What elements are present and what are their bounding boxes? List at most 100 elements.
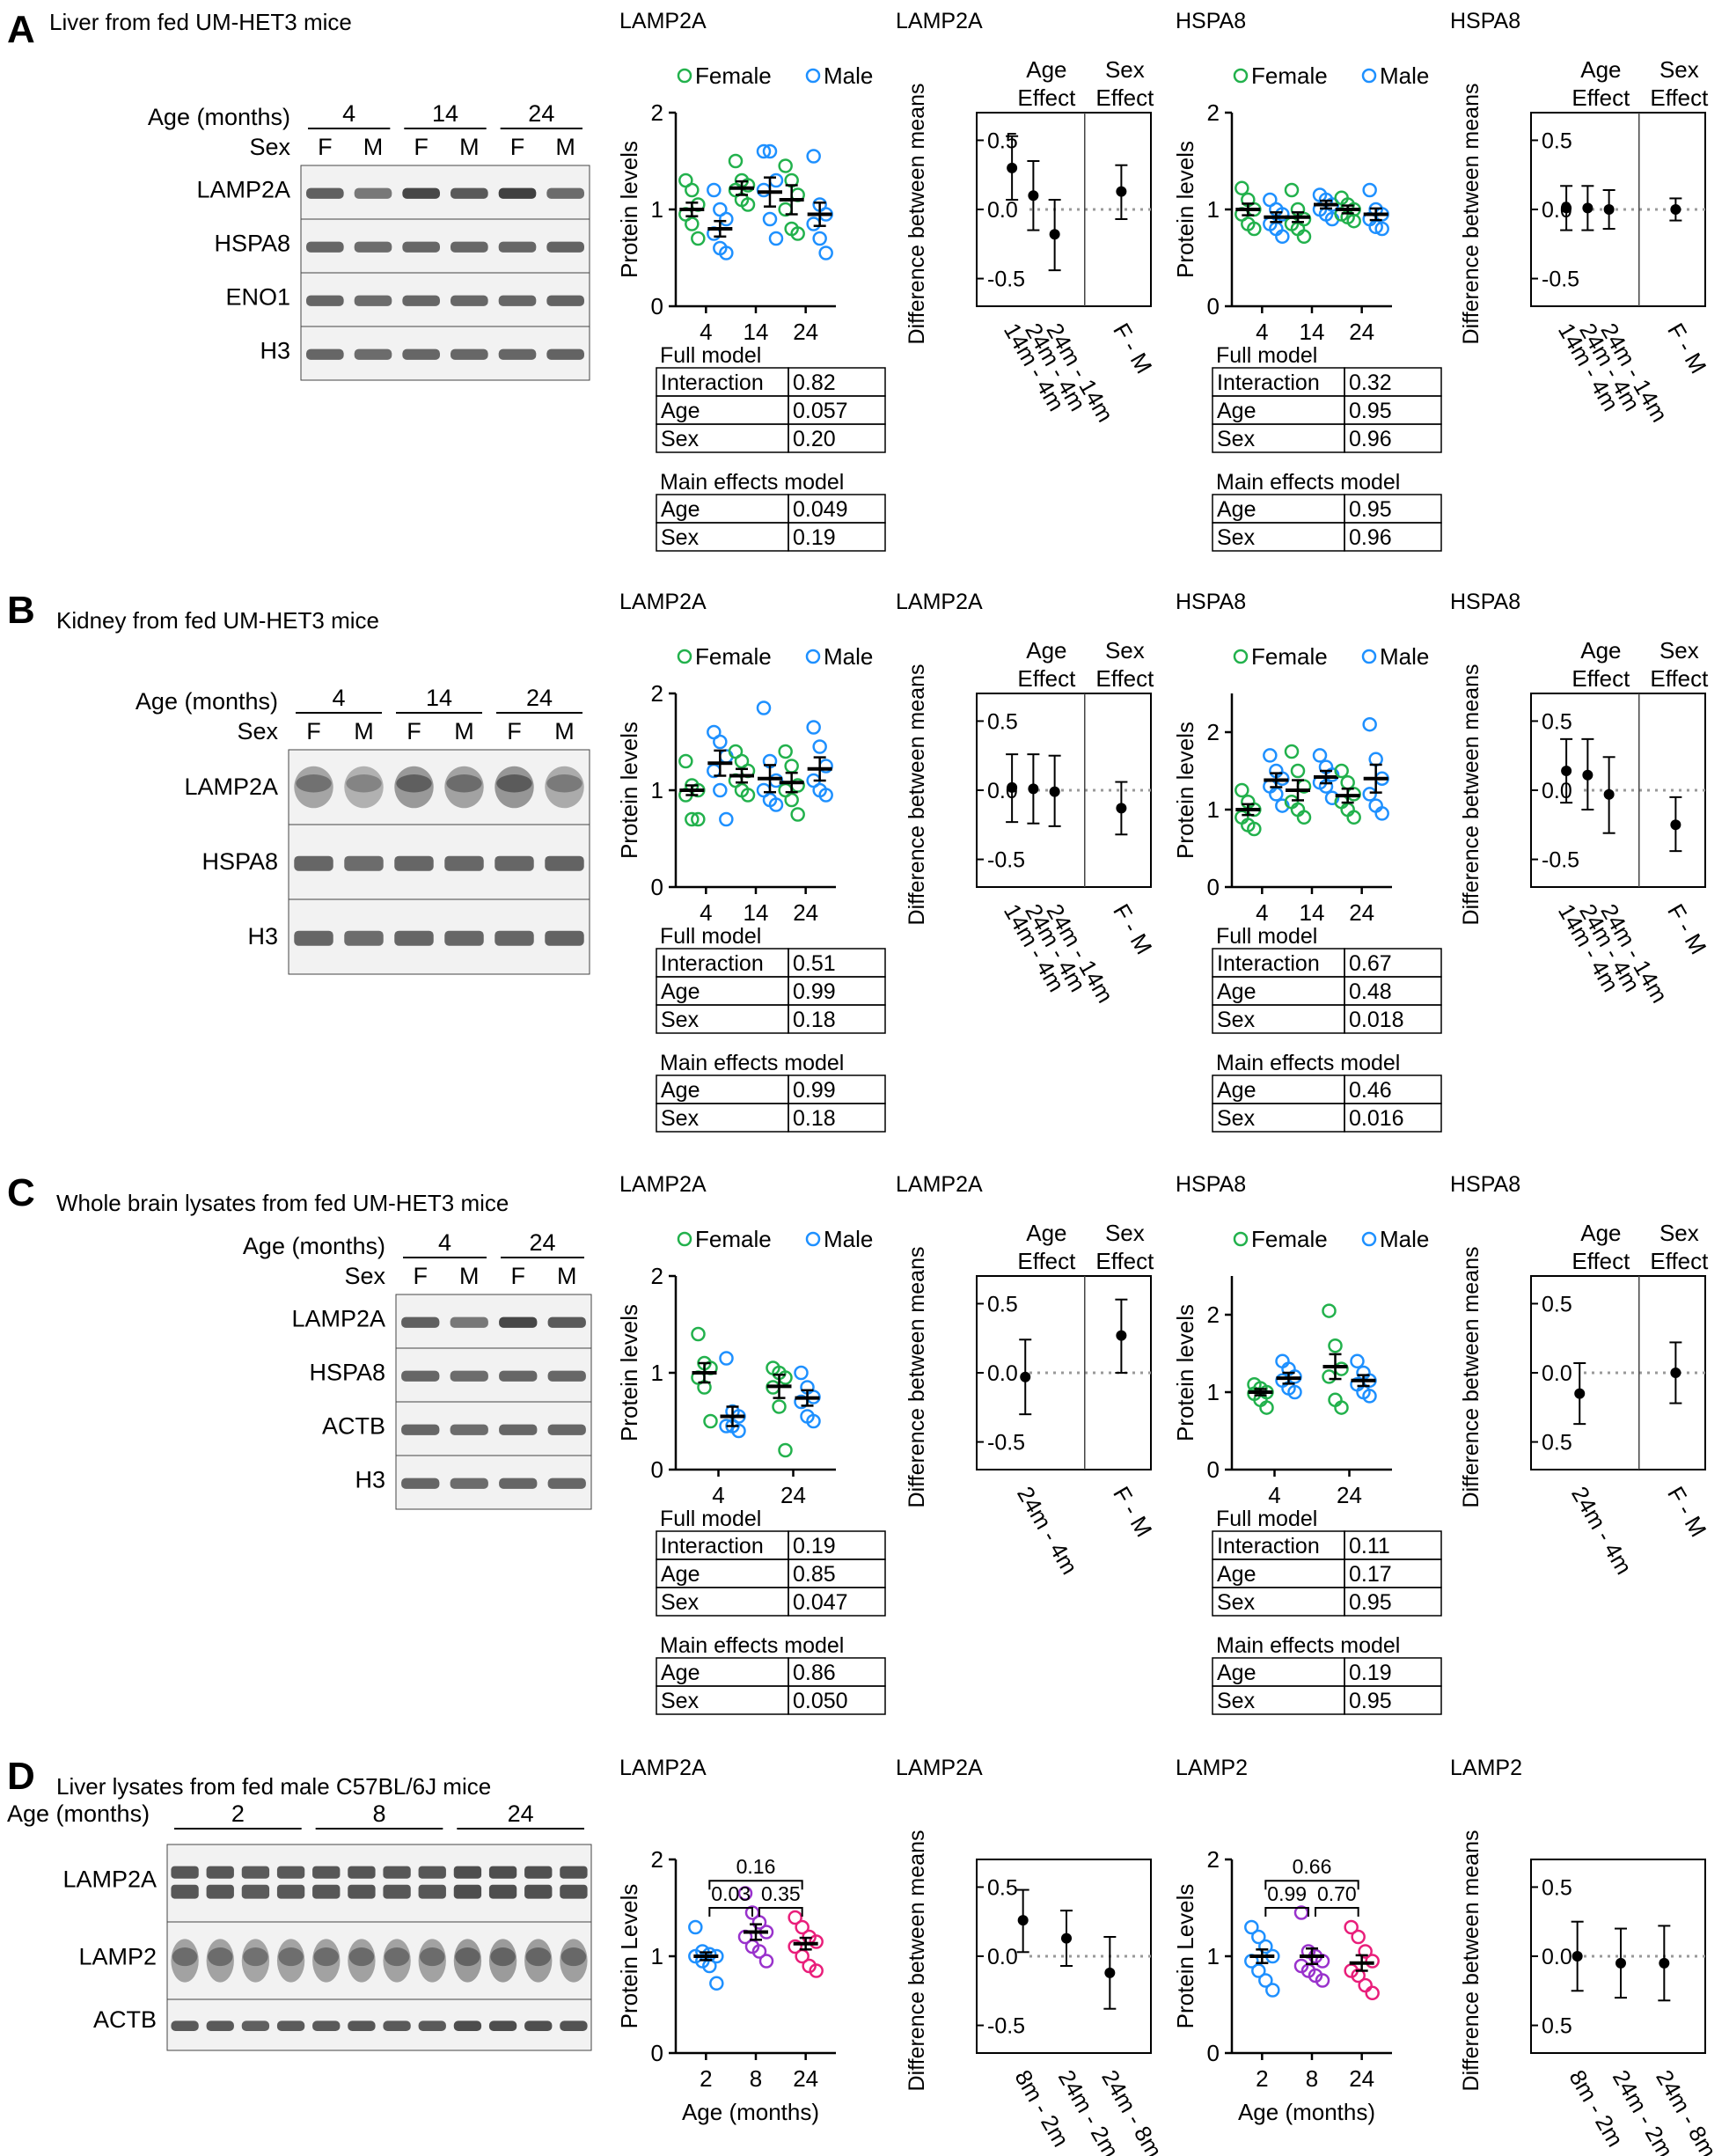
age-effect-header: Effect (1017, 1248, 1076, 1274)
full-model-label: Full model (660, 1507, 761, 1531)
data-point (1328, 1338, 1343, 1353)
stat-term: Interaction (661, 370, 764, 395)
sex-label: Sex (249, 134, 290, 160)
p-value-label: 0.99 (1267, 1882, 1307, 1905)
y-tick-label: 0.0 (1542, 779, 1572, 803)
band-lamp2-band (524, 1939, 553, 1983)
significance-bracket (1264, 1880, 1359, 1890)
y-tick-label: 0 (651, 2040, 663, 2066)
data-point (1374, 221, 1389, 237)
data-point (768, 797, 784, 812)
panel-title: Liver lysates from fed male C57BL/6J mic… (56, 1773, 491, 1800)
full-model-label: Full model (1216, 924, 1317, 949)
y-tick-label: 2 (1207, 99, 1220, 126)
band-hspa8-band (450, 1370, 488, 1382)
band-lamp2-band (348, 1947, 375, 1967)
band-hspa8-band (344, 855, 384, 871)
chart-1: LAMP2A Female Male 0 1 2 Protein levels 4 14 24 Fu… (616, 590, 886, 1133)
panel-c: C Whole brain lysates from fed UM-HET3 mi… (7, 1171, 1711, 1715)
y-tick-label: 0.5 (1542, 128, 1572, 153)
band-lamp2a-band (401, 1316, 440, 1328)
table-cell (788, 522, 886, 552)
band-lamp2a-band (306, 187, 344, 199)
panel-title: Whole brain lysates from fed UM-HET3 mic… (56, 1190, 509, 1216)
band-label: HSPA8 (214, 231, 290, 257)
stat-pvalue: 0.51 (793, 951, 836, 976)
stat-term: Sex (661, 1689, 700, 1713)
stat-pvalue: 0.11 (1349, 1534, 1390, 1558)
data-point (691, 231, 706, 246)
stat-term: Interaction (661, 1534, 764, 1558)
band-lamp2-frame (166, 1921, 592, 2000)
band-lamp2a-band (241, 1884, 270, 1899)
y-axis-label: Protein Levels (1172, 1884, 1198, 2029)
data-point (818, 246, 833, 260)
band-lamp2-band (420, 1947, 445, 1967)
band-lamp2a-band (171, 1884, 199, 1899)
y-tick-label: 0.0 (987, 1945, 1018, 1969)
band-lamp2a-band (495, 766, 534, 809)
legend-female: Female (695, 62, 772, 89)
data-point (790, 226, 805, 241)
y-tick-label: 1 (651, 196, 663, 223)
sex-effect-header: Sex (1659, 1220, 1699, 1246)
band-lamp2a-band (496, 774, 532, 793)
mean-difference-point (1603, 204, 1615, 215)
stat-pvalue: 0.19 (793, 1534, 836, 1558)
y-tick-label: 1 (651, 777, 663, 803)
data-point (1287, 1384, 1302, 1400)
y-axis-label: Difference between means (905, 1830, 929, 2092)
data-point (1344, 1919, 1359, 1935)
band-h3-band (450, 1478, 488, 1489)
table-cell (788, 1685, 886, 1715)
sex-lane-label: M (555, 134, 575, 160)
data-point (768, 172, 784, 188)
table-cell (1344, 1685, 1442, 1715)
y-axis-label: Difference between means (1459, 1247, 1484, 1508)
band-h3-frame (300, 326, 590, 381)
y-axis-label: Protein levels (616, 1304, 642, 1441)
band-lamp2a-band (344, 766, 384, 809)
table-cell (1344, 1587, 1442, 1617)
chart-title: HSPA8 (1176, 9, 1246, 33)
data-point (1258, 1939, 1273, 1954)
stat-term: Interaction (1217, 1534, 1320, 1558)
stat-pvalue: 0.18 (793, 1106, 836, 1131)
mean-difference-point (1659, 1957, 1670, 1969)
band-eno1-frame (300, 272, 590, 327)
sex-effect-header: Sex (1659, 637, 1699, 664)
sex-effect-header: Sex (1105, 1220, 1145, 1246)
band-eno1-band (498, 295, 537, 306)
legend-female: Female (695, 643, 772, 670)
band-actb-band (276, 2020, 305, 2031)
band-lamp2a-band (241, 1866, 270, 1879)
stat-pvalue: 0.95 (1349, 1590, 1392, 1615)
x-tick-label: 8 (1306, 2065, 1318, 2092)
y-tick-label: 2 (651, 1846, 663, 1873)
mean-difference-point (1007, 162, 1018, 173)
age-effect-header: Age (1580, 56, 1621, 83)
band-hspa8-band (499, 1370, 538, 1382)
sex-effect-header: Sex (1659, 56, 1699, 83)
band-h3-band (294, 930, 333, 946)
legend-male: Male (1380, 643, 1429, 670)
data-point (1351, 1929, 1366, 1945)
sex-lane-label: M (354, 718, 374, 744)
chart-title: HSPA8 (1450, 590, 1520, 614)
band-actb-band (560, 2020, 588, 2031)
data-point (1312, 748, 1328, 763)
data-point (806, 1413, 821, 1429)
band-actb-band (206, 2020, 234, 2031)
significance-bracket (758, 1907, 803, 1917)
x-tick-label: 24 (793, 319, 818, 345)
chart-title: LAMP2A (619, 590, 707, 614)
x-tick-label: 24 (1349, 2065, 1374, 2092)
band-lamp2a-band (206, 1866, 234, 1879)
band-actb-band (547, 1424, 586, 1435)
y-axis-label: Difference between means (905, 664, 929, 926)
y-tick-label: 2 (651, 99, 663, 126)
band-actb-band (418, 2020, 446, 2031)
data-point (685, 182, 700, 198)
table-cell (1344, 1004, 1442, 1034)
stat-term: Age (661, 497, 700, 522)
